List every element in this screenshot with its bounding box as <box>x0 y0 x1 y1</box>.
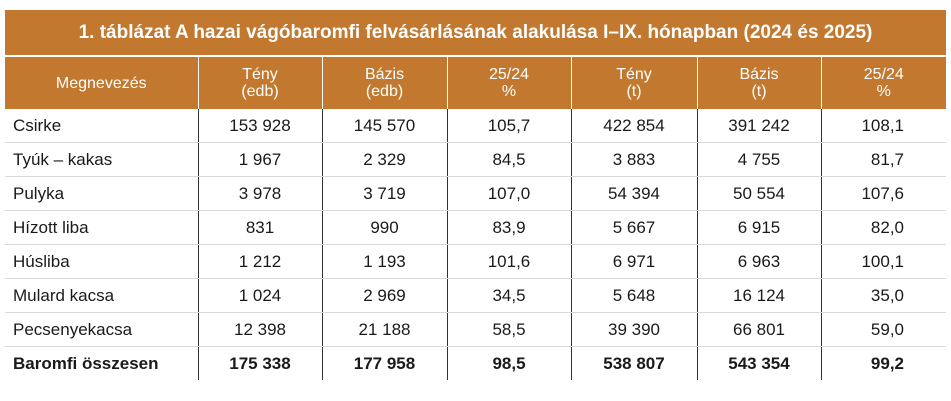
column-header-line1: Megnevezés <box>55 74 147 92</box>
cell-base-tonnes: 50 554 <box>696 176 821 211</box>
column-header-line1: Tény <box>616 66 652 83</box>
cell-ratio-pcs: 101,6 <box>446 244 571 279</box>
column-header-base-pcs: Bázis (edb) <box>321 57 447 109</box>
row-label: Tyúk – kakas <box>5 142 198 177</box>
cell-base-pcs: 2 329 <box>321 142 447 177</box>
cell-base-tonnes: 6 963 <box>696 244 821 279</box>
poultry-purchase-table: Megnevezés Tény (edb) Bázis (edb) 25/24 … <box>5 57 946 380</box>
column-header-line2: (edb) <box>365 83 404 100</box>
row-label: Baromfi összesen <box>13 353 159 373</box>
cell-ratio-tonnes: 59,0 <box>820 312 946 347</box>
cell-base-pcs: 21 188 <box>321 312 447 347</box>
cell-actual-pcs: 1 024 <box>197 278 322 313</box>
cell-base-pcs: 2 969 <box>321 278 447 313</box>
column-header-line2: % <box>876 83 891 100</box>
cell-ratio-tonnes: 108,1 <box>820 109 946 143</box>
cell-base-pcs: 990 <box>321 210 447 245</box>
cell-ratio-tonnes: 81,7 <box>820 142 946 177</box>
column-header-line1: 25/24 <box>863 66 904 83</box>
cell-actual-pcs: 12 398 <box>197 312 322 347</box>
cell-actual-tonnes: 54 394 <box>570 176 697 211</box>
cell-actual-tonnes: 39 390 <box>570 312 697 347</box>
table-row: Csirke 153 928 145 570 105,7 422 854 391… <box>5 109 946 143</box>
cell-actual-tonnes: 538 807 <box>570 346 697 380</box>
column-header-line1: Tény <box>242 66 278 83</box>
table-header-row: Megnevezés Tény (edb) Bázis (edb) 25/24 … <box>5 57 946 109</box>
table-row: Tyúk – kakas 1 967 2 329 84,5 3 883 4 75… <box>5 142 946 177</box>
table-row: Pecsenyekacsa 12 398 21 188 58,5 39 390 … <box>5 312 946 347</box>
column-header-line2: (t) <box>626 83 642 100</box>
cell-base-pcs: 145 570 <box>321 109 447 143</box>
cell-base-pcs: 3 719 <box>321 176 447 211</box>
cell-ratio-pcs: 58,5 <box>446 312 571 347</box>
column-header-actual-pcs: Tény (edb) <box>197 57 322 109</box>
cell-ratio-pcs: 84,5 <box>446 142 571 177</box>
cell-ratio-pcs: 83,9 <box>446 210 571 245</box>
cell-actual-pcs: 1 212 <box>197 244 322 279</box>
poultry-table-container: 1. táblázat A hazai vágóbaromfi felvásár… <box>5 10 946 380</box>
row-label: Húsliba <box>5 244 198 279</box>
cell-actual-tonnes: 3 883 <box>570 142 697 177</box>
cell-ratio-pcs: 34,5 <box>446 278 571 313</box>
row-label: Pulyka <box>5 176 198 211</box>
cell-ratio-tonnes: 82,0 <box>820 210 946 245</box>
cell-ratio-tonnes: 35,0 <box>820 278 946 313</box>
column-header-line1: Bázis <box>364 66 405 83</box>
column-header-line2: (t) <box>751 83 767 100</box>
table-row: Pulyka 3 978 3 719 107,0 54 394 50 554 1… <box>5 176 946 211</box>
cell-base-tonnes: 4 755 <box>696 142 821 177</box>
table-row: Mulard kacsa 1 024 2 969 34,5 5 648 16 1… <box>5 278 946 313</box>
cell-actual-tonnes: 422 854 <box>570 109 697 143</box>
cell-actual-pcs: 175 338 <box>197 346 322 380</box>
cell-actual-tonnes: 6 971 <box>570 244 697 279</box>
column-header-line2: (edb) <box>241 83 279 100</box>
cell-ratio-tonnes: 100,1 <box>820 244 946 279</box>
column-header-base-tonnes: Bázis (t) <box>696 57 821 109</box>
cell-actual-pcs: 1 967 <box>197 142 322 177</box>
cell-actual-pcs: 831 <box>197 210 322 245</box>
cell-ratio-tonnes: 107,6 <box>820 176 946 211</box>
column-header-name: Megnevezés <box>5 57 198 109</box>
cell-ratio-pcs: 105,7 <box>446 109 571 143</box>
column-header-line1: 25/24 <box>488 66 530 83</box>
cell-base-tonnes: 543 354 <box>696 346 821 380</box>
cell-base-tonnes: 16 124 <box>696 278 821 313</box>
cell-base-tonnes: 391 242 <box>696 109 821 143</box>
table-row-total: Baromfi összesen 175 338 177 958 98,5 53… <box>5 346 946 380</box>
table-title: 1. táblázat A hazai vágóbaromfi felvásár… <box>5 10 946 57</box>
cell-actual-pcs: 3 978 <box>197 176 322 211</box>
row-label: Csirke <box>5 109 198 143</box>
table-row: Húsliba 1 212 1 193 101,6 6 971 6 963 10… <box>5 244 946 279</box>
row-label: Hízott liba <box>5 210 198 245</box>
column-header-line1: Bázis <box>739 66 779 83</box>
cell-actual-pcs: 153 928 <box>197 109 322 143</box>
cell-ratio-pcs: 98,5 <box>446 346 571 380</box>
cell-actual-tonnes: 5 667 <box>570 210 697 245</box>
column-header-ratio-pcs: 25/24 % <box>446 57 571 109</box>
cell-ratio-pcs: 107,0 <box>446 176 571 211</box>
column-header-actual-tonnes: Tény (t) <box>570 57 697 109</box>
cell-actual-tonnes: 5 648 <box>570 278 697 313</box>
cell-base-pcs: 177 958 <box>321 346 447 380</box>
row-label: Pecsenyekacsa <box>5 312 198 347</box>
cell-base-tonnes: 66 801 <box>696 312 821 347</box>
column-header-line2: % <box>501 83 517 100</box>
row-label: Mulard kacsa <box>5 278 198 313</box>
table-row: Hízott liba 831 990 83,9 5 667 6 915 82,… <box>5 210 946 245</box>
cell-base-pcs: 1 193 <box>321 244 447 279</box>
column-header-ratio-tonnes: 25/24 % <box>820 57 946 109</box>
cell-ratio-tonnes: 99,2 <box>820 346 946 380</box>
cell-base-tonnes: 6 915 <box>696 210 821 245</box>
